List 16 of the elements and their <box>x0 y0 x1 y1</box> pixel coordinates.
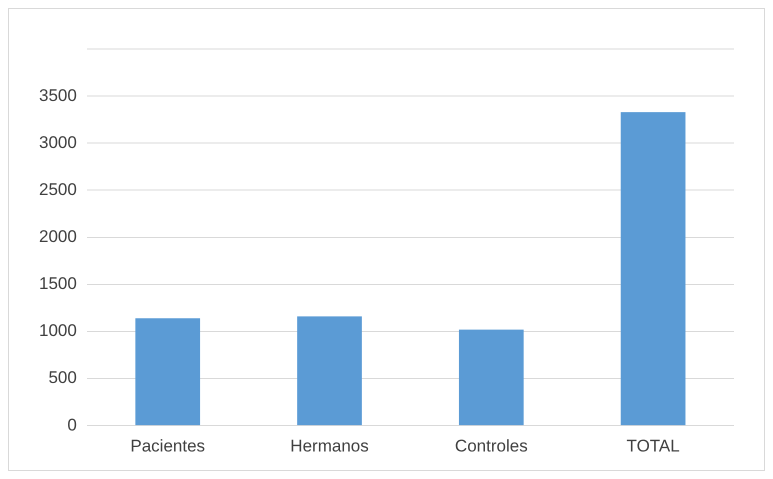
y-tick-label: 0 <box>67 415 77 434</box>
y-tick-label: 500 <box>48 368 77 388</box>
bar <box>620 112 686 426</box>
y-tick-label: 2000 <box>38 226 77 246</box>
x-tick-label: Controles <box>454 436 528 456</box>
y-tick-label: 1000 <box>38 321 77 340</box>
bar <box>458 330 524 426</box>
x-tick-label: TOTAL <box>626 436 680 456</box>
bar <box>297 316 362 426</box>
y-tick-label: 2500 <box>38 180 77 199</box>
y-tick-label: 3500 <box>38 86 77 105</box>
y-tick-label: 1500 <box>38 274 77 294</box>
x-tick-label: Pacientes <box>130 436 206 456</box>
y-tick-label: 3000 <box>38 132 77 152</box>
x-tick-label: Hermanos <box>290 436 369 456</box>
bar <box>135 318 200 426</box>
